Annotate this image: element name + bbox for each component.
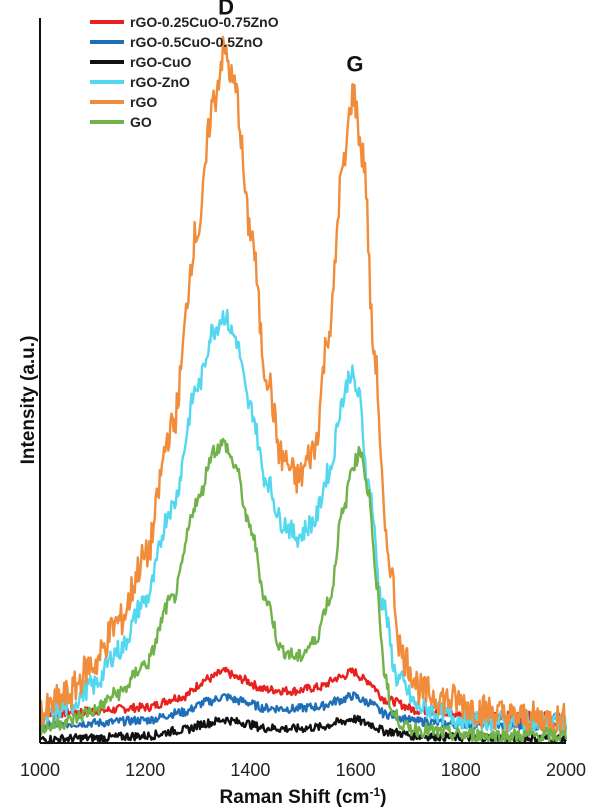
legend-label: rGO-ZnO <box>130 74 190 90</box>
y-axis-title: Intensity (a.u.) <box>18 336 39 465</box>
legend-label: GO <box>130 114 152 130</box>
x-tick-label-1200: 1200 <box>125 760 165 780</box>
x-axis-title-close: ) <box>380 787 386 808</box>
legend-item: rGO <box>90 94 157 110</box>
legend-item: rGO-ZnO <box>90 74 190 90</box>
annotation-layer: DG <box>218 0 363 77</box>
legend: rGO-0.25CuO-0.75ZnO rGO-0.5CuO-0.5ZnO rGO-… <box>90 14 279 130</box>
legend-item: rGO-0.5CuO-0.5ZnO <box>90 34 263 50</box>
peak-label-g: G <box>346 52 363 77</box>
legend-label: rGO-CuO <box>130 54 192 70</box>
series-line-rgo <box>38 35 568 737</box>
legend-item: rGO-CuO <box>90 54 192 70</box>
series-line-rgo-zno <box>38 308 568 734</box>
legend-label: rGO-0.25CuO-0.75ZnO <box>130 14 279 30</box>
x-tick-label-2000: 2000 <box>546 760 586 780</box>
x-tick-label-1800: 1800 <box>441 760 481 780</box>
x-tick-label-1000: 1000 <box>20 760 60 780</box>
legend-label: rGO <box>130 94 157 110</box>
legend-label: rGO-0.5CuO-0.5ZnO <box>130 34 263 50</box>
legend-item: GO <box>90 114 152 130</box>
x-tick-label-1400: 1400 <box>230 760 270 780</box>
legend-item: rGO-0.25CuO-0.75ZnO <box>90 14 279 30</box>
series-layer <box>38 35 568 745</box>
x-axis-title-superscript: -1 <box>369 785 380 799</box>
x-tick-label-1600: 1600 <box>336 760 376 780</box>
x-axis-title: Raman Shift (cm-1) <box>220 785 387 808</box>
x-tick-layer: 1000 1200 1400 1600 1800 2000 <box>20 760 586 780</box>
peak-label-d: D <box>218 0 234 20</box>
series-line-go <box>39 437 568 745</box>
x-axis-title-main: Raman Shift (cm <box>220 787 370 808</box>
